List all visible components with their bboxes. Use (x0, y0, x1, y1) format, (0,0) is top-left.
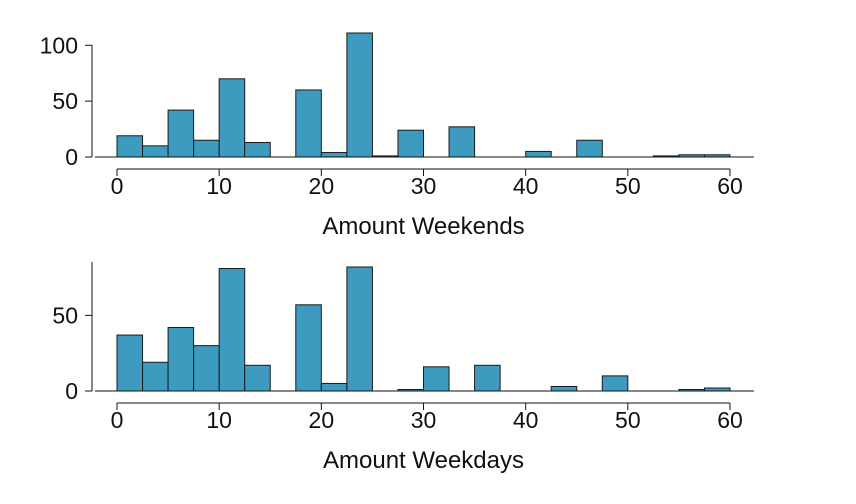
x-tick-label: 20 (309, 173, 335, 199)
y-tick-label: 0 (65, 144, 78, 170)
histogram-bar (346, 32, 373, 158)
y-tick-label: 100 (40, 32, 78, 58)
y-tick-label: 50 (52, 88, 78, 114)
x-tick-label: 60 (717, 173, 743, 199)
x-tick-label: 10 (206, 407, 232, 433)
x-tick-label: 50 (615, 407, 641, 433)
x-tick-label: 50 (615, 173, 641, 199)
histogram-bar (576, 139, 603, 158)
histogram-bar (218, 78, 246, 158)
histogram-bar (193, 345, 220, 392)
x-tick-label: 0 (111, 407, 124, 433)
histogram-bar (550, 385, 578, 392)
histogram-bar (295, 304, 322, 392)
histogram-bar (116, 334, 144, 392)
x-tick-label: 60 (717, 407, 743, 433)
histogram-bar (346, 266, 373, 392)
histogram-bar (218, 268, 246, 392)
histogram-bar (142, 145, 169, 158)
histogram-bar (244, 364, 271, 392)
panel-weekends: 0 50 100 0 10 20 30 40 50 60 Amount Weekends (40, 32, 754, 240)
x-tick-label: 30 (411, 173, 437, 199)
x-tick-label: 10 (206, 173, 232, 199)
histogram-bar (167, 109, 195, 158)
y-tick-label: 0 (65, 378, 78, 404)
histogram-bar (142, 361, 169, 392)
x-tick-label: 0 (111, 173, 124, 199)
histogram-bar (601, 375, 629, 392)
x-axis-title: Amount Weekdays (323, 447, 524, 474)
histogram-bar (423, 366, 450, 392)
x-tick-label: 40 (513, 407, 539, 433)
y-tick-label: 50 (52, 302, 78, 328)
histogram-bar (320, 382, 348, 392)
histogram-bar (525, 150, 552, 158)
x-tick-label: 40 (513, 173, 539, 199)
panel-weekdays: 0 50 0 10 20 30 40 50 60 Amount Weekdays (52, 262, 754, 474)
histogram-bar (167, 326, 195, 392)
x-axis-title: Amount Weekends (322, 213, 524, 240)
histogram-bar (448, 126, 476, 158)
x-tick-label: 20 (309, 407, 335, 433)
histogram-bar (193, 139, 220, 158)
histogram-bar (320, 152, 348, 158)
histogram-bar (295, 89, 322, 158)
histogram-bar (244, 141, 271, 158)
x-tick-label: 30 (411, 407, 437, 433)
histogram-bar (474, 364, 501, 392)
histogram-bar (116, 135, 144, 158)
histogram-bar (397, 129, 424, 158)
